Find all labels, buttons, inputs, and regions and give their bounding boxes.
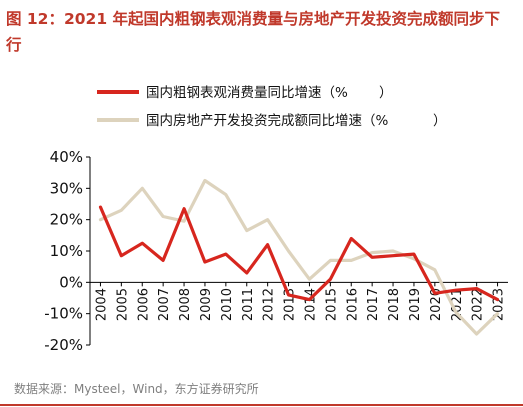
chart: 国内粗钢表观消费量同比增速（% ） 国内房地产开发投资完成额同比增速（% ） 4…	[44, 85, 508, 354]
figure-title: 图 12：2021 年起国内粗钢表观消费量与房地产开发投资完成额同步下行	[6, 10, 501, 54]
x-tick-label: 2008	[178, 288, 193, 321]
axes: 40% 30% 20% 10% 0% -10% -20% 2004 2005 2006 2007 20…	[44, 148, 508, 354]
x-tick-label: 2020	[429, 288, 444, 321]
x-tick-label: 2005	[115, 288, 130, 321]
legend-label-realestate: 国内房地产开发投资完成额同比增速（%	[146, 113, 388, 129]
x-tick-label: 2004	[94, 288, 109, 321]
legend-label-steel-close: ）	[379, 85, 393, 101]
y-tick-label: 10%	[50, 242, 83, 260]
y-tick-label: 30%	[50, 179, 83, 197]
legend-label-realestate-close: ）	[433, 113, 447, 129]
x-tick-label: 2022	[471, 288, 486, 321]
series	[98, 178, 500, 336]
x-tick-label: 2023	[492, 288, 507, 321]
y-tick-label: 20%	[50, 211, 83, 229]
y-tick-label: 40%	[50, 148, 83, 166]
y-tick-label: 0%	[59, 273, 83, 291]
y-tick-label: -20%	[44, 336, 83, 354]
legend: 国内粗钢表观消费量同比增速（% ） 国内房地产开发投资完成额同比增速（% ）	[97, 85, 447, 129]
series-line-realestate	[98, 178, 500, 336]
x-tick-label: 2013	[283, 288, 298, 321]
x-tick-label: 2006	[136, 288, 151, 321]
series-line-steel	[98, 205, 500, 302]
legend-label-steel: 国内粗钢表观消费量同比增速（%	[146, 85, 348, 101]
x-tick-label: 2009	[199, 288, 214, 321]
y-tick-label: -10%	[44, 305, 83, 323]
bottom-rule	[0, 404, 523, 406]
x-tick-label: 2011	[241, 288, 256, 321]
x-tick-label: 2015	[324, 288, 339, 321]
x-tick-label: 2019	[408, 288, 423, 321]
x-tick-label: 2010	[220, 288, 235, 321]
x-tick-label: 2012	[262, 288, 277, 321]
source-note: 数据来源：Mysteel，Wind，东方证券研究所	[14, 382, 259, 396]
x-tick-label: 2021	[450, 288, 465, 321]
x-tick-label: 2018	[387, 288, 402, 321]
x-tick-label: 2016	[345, 288, 360, 321]
x-tick-label: 2017	[366, 288, 381, 321]
x-tick-label: 2007	[157, 288, 172, 321]
